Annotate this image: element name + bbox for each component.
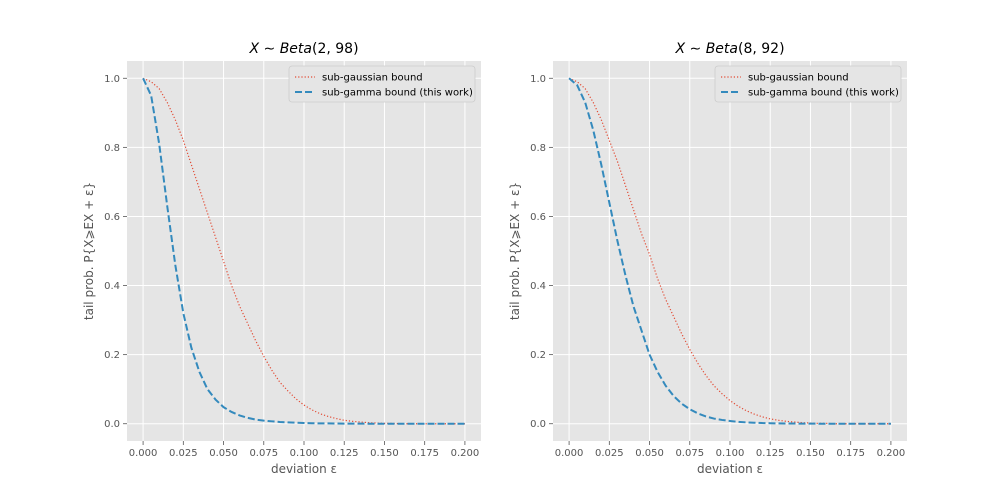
y-tick-label: 0.6 — [104, 212, 120, 223]
y-axis-label: tail prob. P{X⩾EX + ε} — [82, 182, 96, 320]
series-line-sub-gamma — [568, 77, 891, 425]
x-tick-label: 0.125 — [756, 448, 785, 459]
x-tick-label: 0.050 — [209, 448, 238, 459]
legend-entry: sub-gaussian bound — [748, 73, 849, 84]
y-tick-label: 0.8 — [530, 143, 546, 154]
legend-entry: sub-gamma bound (this work) — [748, 88, 899, 99]
y-tick-label: 1.0 — [530, 74, 546, 85]
x-tick-label: 0.125 — [330, 448, 359, 459]
chart-panel-right: 0.000 0.025 0.050 0.075 0.100 0.125 0.150 0.175… — [508, 41, 907, 476]
x-tick-label: 0.200 — [877, 448, 906, 459]
legend-box — [714, 65, 902, 103]
chart-title: X ∼ Beta(2, 98) — [248, 41, 358, 57]
x-tick-label: 0.175 — [410, 448, 439, 459]
y-tick-label: 0.4 — [104, 281, 120, 292]
x-tick-label: 0.150 — [796, 448, 825, 459]
x-axis-label: deviation ε — [697, 462, 763, 476]
y-tick-label: 0.2 — [104, 350, 120, 361]
y-tick-label: 0.2 — [530, 350, 546, 361]
y-tick-label: 0.0 — [104, 419, 120, 430]
chart-title-params: (2, 98) — [312, 41, 359, 57]
series-line-sub-gaussian — [568, 77, 891, 425]
chart-title-prefix: X ∼ — [248, 41, 279, 57]
y-tick-label: 0.6 — [530, 212, 546, 223]
x-tick-label: 0.200 — [451, 448, 480, 459]
chart-title: X ∼ Beta(8, 92) — [674, 41, 784, 57]
y-axis-label: tail prob. P{X⩾EX + ε} — [508, 182, 522, 320]
x-tick-label: 0.025 — [169, 448, 198, 459]
x-tick-label: 0.075 — [249, 448, 278, 459]
legend-entry: sub-gamma bound (this work) — [322, 88, 473, 99]
chart-title-prefix: X ∼ — [674, 41, 705, 57]
x-tick-label: 0.000 — [129, 448, 158, 459]
x-axis-label: deviation ε — [271, 462, 337, 476]
x-tick-label: 0.025 — [595, 448, 624, 459]
x-tick-label: 0.050 — [635, 448, 664, 459]
x-tick-label: 0.075 — [675, 448, 704, 459]
x-tick-label: 0.000 — [555, 448, 584, 459]
x-tick-label: 0.100 — [290, 448, 319, 459]
y-tick-label: 1.0 — [104, 74, 120, 85]
chart-title-dist: Beta — [706, 41, 738, 57]
x-tick-label: 0.150 — [370, 448, 399, 459]
chart-title-dist: Beta — [280, 41, 312, 57]
series-line-sub-gaussian — [142, 77, 465, 425]
y-tick-label: 0.4 — [530, 281, 546, 292]
legend: sub-gaussian bound sub-gamma bound (this … — [714, 65, 902, 103]
y-tick-label: 0.0 — [530, 419, 546, 430]
chart-title-params: (8, 92) — [738, 41, 785, 57]
legend-entry: sub-gaussian bound — [322, 73, 423, 84]
legend: sub-gaussian bound sub-gamma bound (this … — [288, 65, 476, 103]
x-tick-label: 0.100 — [716, 448, 745, 459]
series-line-sub-gamma — [142, 77, 465, 425]
x-tick-label: 0.175 — [836, 448, 865, 459]
legend-box — [288, 65, 476, 103]
chart-panel-left: 0.000 0.025 0.050 0.075 0.100 0.125 0.150 0.175… — [82, 41, 481, 476]
y-tick-label: 0.8 — [104, 143, 120, 154]
